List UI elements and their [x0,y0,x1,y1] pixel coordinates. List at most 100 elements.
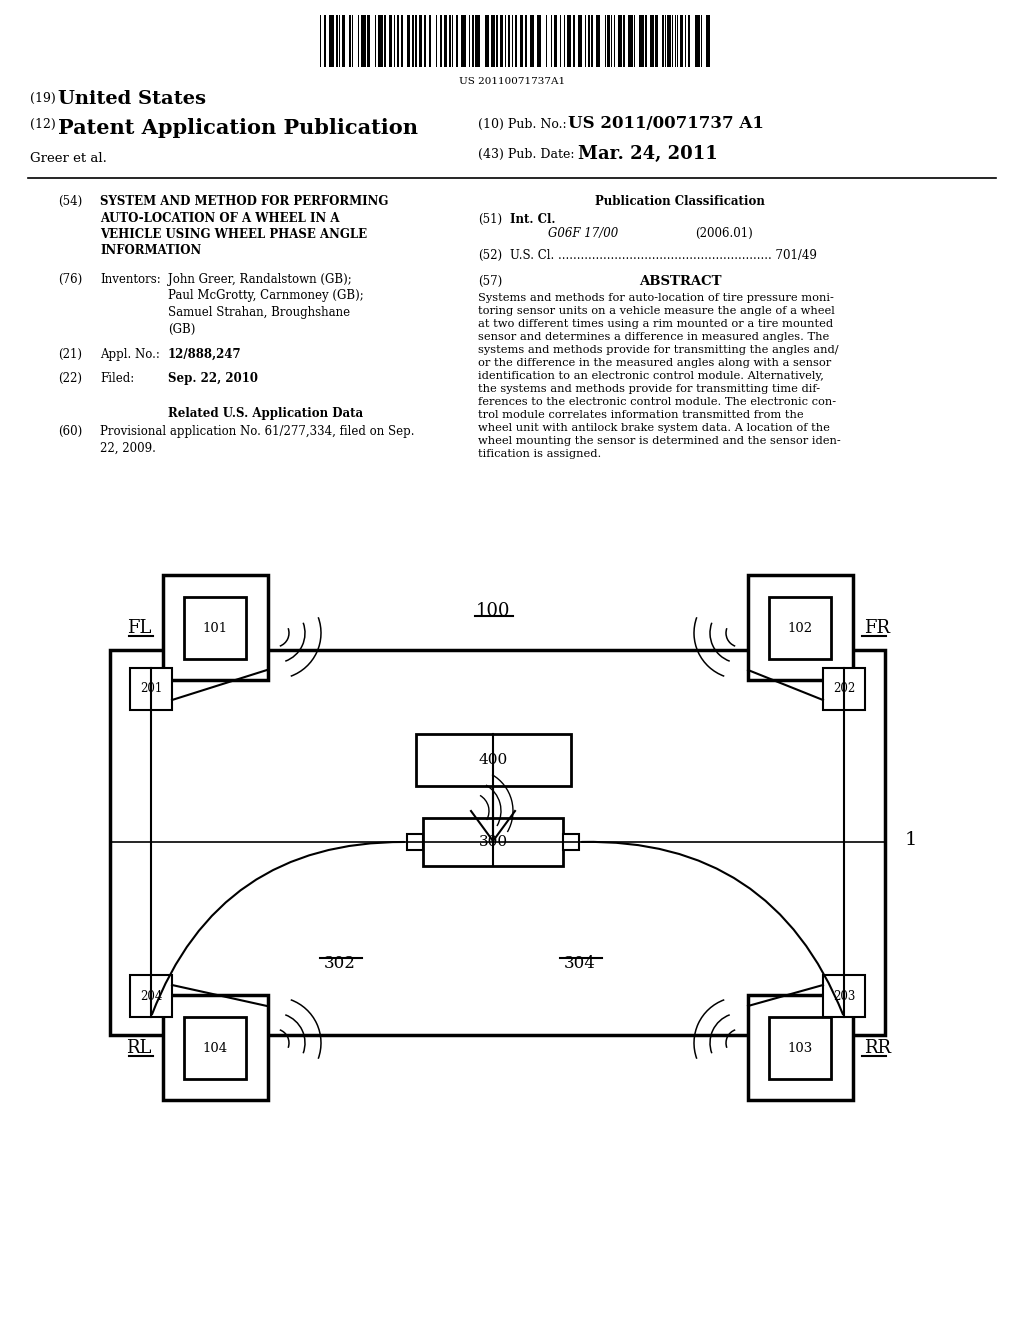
Bar [324,15,326,67]
Text: 302: 302 [324,954,356,972]
Bar [695,15,700,67]
Text: Sep. 22, 2010: Sep. 22, 2010 [168,372,258,385]
Bar [461,15,466,67]
Bar [588,15,590,67]
Bar [407,15,410,67]
Text: Publication Classification: Publication Classification [595,195,765,209]
Bar [423,818,563,866]
Text: 103: 103 [787,1041,813,1055]
Text: Appl. No.:: Appl. No.: [100,348,160,360]
Bar [655,15,658,67]
Bar [407,834,423,850]
Bar [623,15,625,67]
Text: 102: 102 [787,622,813,635]
Text: FL: FL [127,619,151,638]
Bar [419,15,422,67]
Text: Patent Application Publication: Patent Application Publication [58,117,418,139]
Bar [496,15,498,67]
Bar [416,734,571,785]
Text: 1: 1 [905,832,918,849]
Bar [342,15,345,67]
Bar [525,15,527,67]
Bar [456,15,458,67]
Text: (10) Pub. No.:: (10) Pub. No.: [478,117,566,131]
Bar [397,15,399,67]
Bar [607,15,610,67]
Bar [472,15,474,67]
Bar [645,15,647,67]
Bar [110,649,885,1035]
Bar [567,15,571,67]
FancyArrowPatch shape [152,842,404,1014]
Text: 300: 300 [478,836,508,849]
Bar [361,15,366,67]
Text: US 20110071737A1: US 20110071737A1 [459,77,565,86]
Text: 304: 304 [564,954,596,972]
Text: John Greer, Randalstown (GB);
Paul McGrotty, Carnmoney (GB);
Samuel Strahan, Bro: John Greer, Randalstown (GB); Paul McGro… [168,273,364,335]
Bar [823,975,865,1016]
Bar [449,15,451,67]
Bar [130,975,172,1016]
Bar [490,15,495,67]
Bar [639,15,644,67]
Text: Inventors:: Inventors: [100,273,161,286]
Text: SYSTEM AND METHOD FOR PERFORMING
AUTO-LOCATION OF A WHEEL IN A
VEHICLE USING WHE: SYSTEM AND METHOD FOR PERFORMING AUTO-LO… [100,195,388,257]
Bar [184,1016,246,1078]
Bar [515,15,517,67]
Bar [688,15,690,67]
Bar [520,15,523,67]
Text: (51): (51) [478,213,502,226]
Text: FR: FR [864,619,890,638]
Text: (21): (21) [58,348,82,360]
Bar [130,668,172,710]
Bar [424,15,426,67]
Text: 203: 203 [833,990,855,1002]
Text: (60): (60) [58,425,82,438]
Text: Provisional application No. 61/277,334, filed on Sep.
22, 2009.: Provisional application No. 61/277,334, … [100,425,415,454]
Text: US 2011/0071737 A1: US 2011/0071737 A1 [568,115,764,132]
Bar [444,15,447,67]
Bar [500,15,503,67]
Bar [378,15,383,67]
Bar [384,15,386,67]
Text: Systems and methods for auto-location of tire pressure moni-
toring sensor units: Systems and methods for auto-location of… [478,293,841,459]
Bar [508,15,510,67]
Bar [618,15,622,67]
Text: (22): (22) [58,372,82,385]
Bar [748,576,853,680]
Text: (76): (76) [58,273,82,286]
Text: RL: RL [126,1039,151,1057]
Bar [329,15,334,67]
Text: (12): (12) [30,117,55,131]
Text: Greer et al.: Greer et al. [30,152,106,165]
Text: G06F 17/00: G06F 17/00 [548,227,618,240]
Bar [537,15,541,67]
Text: U.S. Cl. ......................................................... 701/49: U.S. Cl. ...............................… [510,249,817,261]
Bar [578,15,582,67]
Bar [628,15,633,67]
Bar [823,668,865,710]
Text: 204: 204 [140,990,162,1002]
Bar [667,15,671,67]
Bar [367,15,370,67]
Bar [769,1016,831,1078]
Bar [662,15,664,67]
Bar [563,834,579,850]
Text: Int. Cl.: Int. Cl. [510,213,555,226]
Bar [680,15,683,67]
Bar [389,15,392,67]
Text: (19): (19) [30,92,55,106]
Bar [591,15,593,67]
Bar [748,995,853,1100]
Bar [596,15,600,67]
Text: (43) Pub. Date:: (43) Pub. Date: [478,148,574,161]
Text: 104: 104 [203,1041,227,1055]
Text: (54): (54) [58,195,82,209]
Text: 100: 100 [476,602,510,620]
Bar [485,15,489,67]
Bar [769,597,831,659]
Text: 400: 400 [478,752,508,767]
Text: (57): (57) [478,275,502,288]
Bar [349,15,351,67]
Bar [650,15,654,67]
